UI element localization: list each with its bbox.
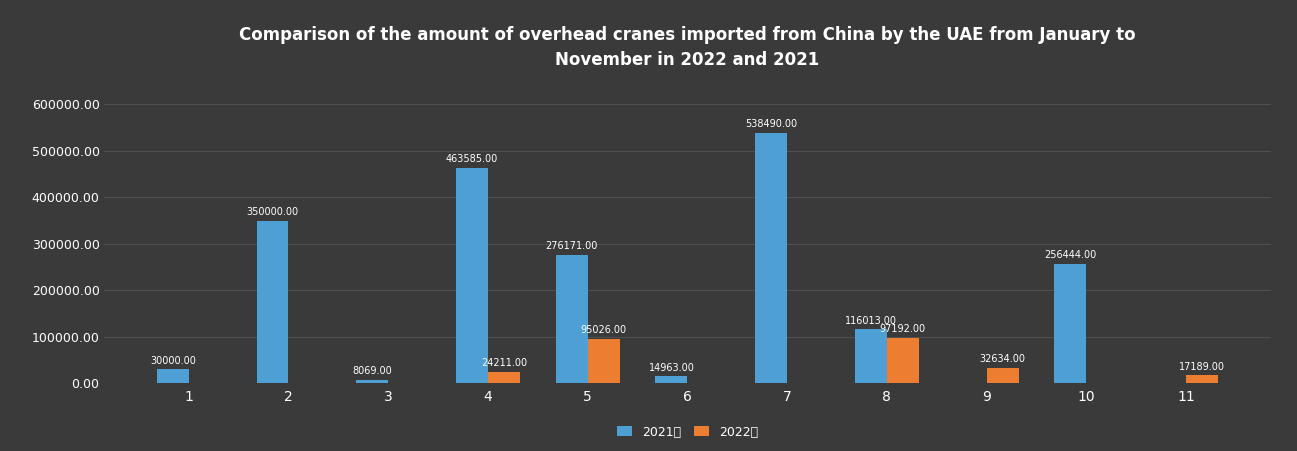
Bar <box>157 369 189 383</box>
Bar <box>357 380 388 383</box>
Bar <box>555 255 588 383</box>
Text: 24211.00: 24211.00 <box>481 359 527 368</box>
Text: 463585.00: 463585.00 <box>446 154 498 164</box>
Text: 32634.00: 32634.00 <box>979 354 1026 364</box>
Text: 95026.00: 95026.00 <box>581 326 626 336</box>
Bar <box>655 377 687 383</box>
Text: 116013.00: 116013.00 <box>844 316 898 326</box>
Text: 350000.00: 350000.00 <box>246 207 298 217</box>
Text: 17189.00: 17189.00 <box>1179 362 1226 372</box>
Bar <box>1185 375 1218 383</box>
Title: Comparison of the amount of overhead cranes imported from China by the UAE from : Comparison of the amount of overhead cra… <box>239 26 1136 69</box>
Text: 538490.00: 538490.00 <box>744 120 798 129</box>
Bar <box>1054 264 1087 383</box>
Bar <box>488 372 520 383</box>
Text: 14963.00: 14963.00 <box>648 363 694 373</box>
Bar <box>855 329 887 383</box>
Text: 256444.00: 256444.00 <box>1044 250 1096 260</box>
Bar <box>257 221 288 383</box>
Text: 276171.00: 276171.00 <box>546 241 598 251</box>
Bar <box>588 339 620 383</box>
Bar <box>755 133 787 383</box>
Text: 30000.00: 30000.00 <box>150 356 196 366</box>
Bar <box>887 338 918 383</box>
Legend: 2021年, 2022年: 2021年, 2022年 <box>612 421 763 444</box>
Bar <box>987 368 1018 383</box>
Bar <box>457 168 488 383</box>
Text: 8069.00: 8069.00 <box>353 366 392 376</box>
Text: 97192.00: 97192.00 <box>879 324 926 335</box>
